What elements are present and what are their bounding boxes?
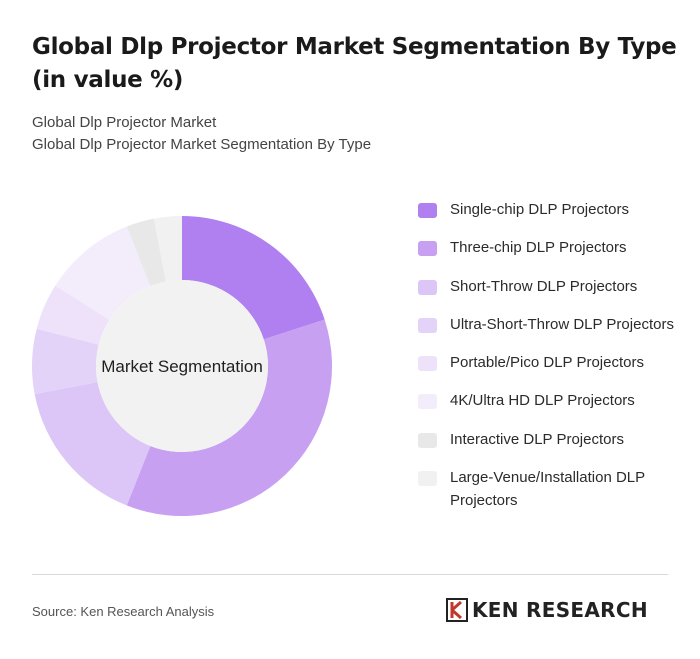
legend-swatch [418, 394, 437, 409]
chart-title: Global Dlp Projector Market Segmentation… [32, 34, 677, 93]
legend-label: Large-Venue/Installation DLP Projectors [450, 469, 645, 509]
legend-label: Single-chip DLP Projectors [450, 201, 629, 218]
donut-chart: Market Segmentation [32, 216, 333, 516]
donut-slice-6[interactable] [55, 226, 151, 320]
donut-slice-3[interactable] [34, 382, 151, 506]
donut-slice-1[interactable] [182, 216, 325, 340]
legend-swatch [418, 471, 437, 486]
legend-label: Interactive DLP Projectors [450, 431, 624, 448]
donut-center-label: Market Segmentation [101, 357, 263, 376]
legend-item[interactable]: Single-chip DLP Projectors [418, 198, 688, 221]
donut-slice-2[interactable] [126, 319, 333, 516]
donut-slice-5[interactable] [36, 285, 110, 345]
brand-logo: KEN RESEARCH [446, 598, 648, 622]
legend-item[interactable]: Ultra-Short-Throw DLP Projectors [418, 313, 688, 336]
chart-legend: Single-chip DLP Projectors Three-chip DLP… [418, 198, 688, 512]
legend-label: 4K/Ultra HD DLP Projectors [450, 392, 635, 409]
legend-swatch [418, 241, 437, 256]
legend-swatch [418, 203, 437, 218]
legend-label: Portable/Pico DLP Projectors [450, 354, 644, 371]
legend-swatch [418, 433, 437, 448]
donut-hole [96, 280, 268, 452]
breadcrumb-item-segmentation[interactable]: Global Dlp Projector Market Segmentation… [32, 136, 372, 153]
donut-slice-8[interactable] [153, 216, 182, 282]
legend-label: Three-chip DLP Projectors [450, 239, 627, 256]
brand-name: KEN RESEARCH [472, 598, 648, 622]
footer-divider [32, 574, 668, 575]
legend-item[interactable]: 4K/Ultra HD DLP Projectors [418, 389, 688, 412]
breadcrumb-item-market[interactable]: Global Dlp Projector Market [32, 114, 217, 131]
legend-swatch [418, 318, 437, 333]
legend-item[interactable]: Short-Throw DLP Projectors [418, 275, 688, 298]
donut-slice-7[interactable] [126, 218, 166, 287]
legend-item[interactable]: Interactive DLP Projectors [418, 428, 688, 451]
legend-item[interactable]: Three-chip DLP Projectors [418, 236, 688, 259]
legend-swatch [418, 280, 437, 295]
source-note: Source: Ken Research Analysis [32, 604, 215, 619]
legend-item[interactable]: Portable/Pico DLP Projectors [418, 351, 688, 374]
donut-slice-4[interactable] [32, 328, 99, 395]
legend-label: Ultra-Short-Throw DLP Projectors [450, 316, 674, 333]
legend-label: Short-Throw DLP Projectors [450, 278, 638, 295]
ken-research-logo-icon [446, 598, 468, 622]
breadcrumb: Global Dlp Projector Market Global Dlp P… [32, 112, 371, 156]
legend-swatch [418, 356, 437, 371]
legend-item[interactable]: Large-Venue/Installation DLP Projectors [418, 466, 688, 512]
